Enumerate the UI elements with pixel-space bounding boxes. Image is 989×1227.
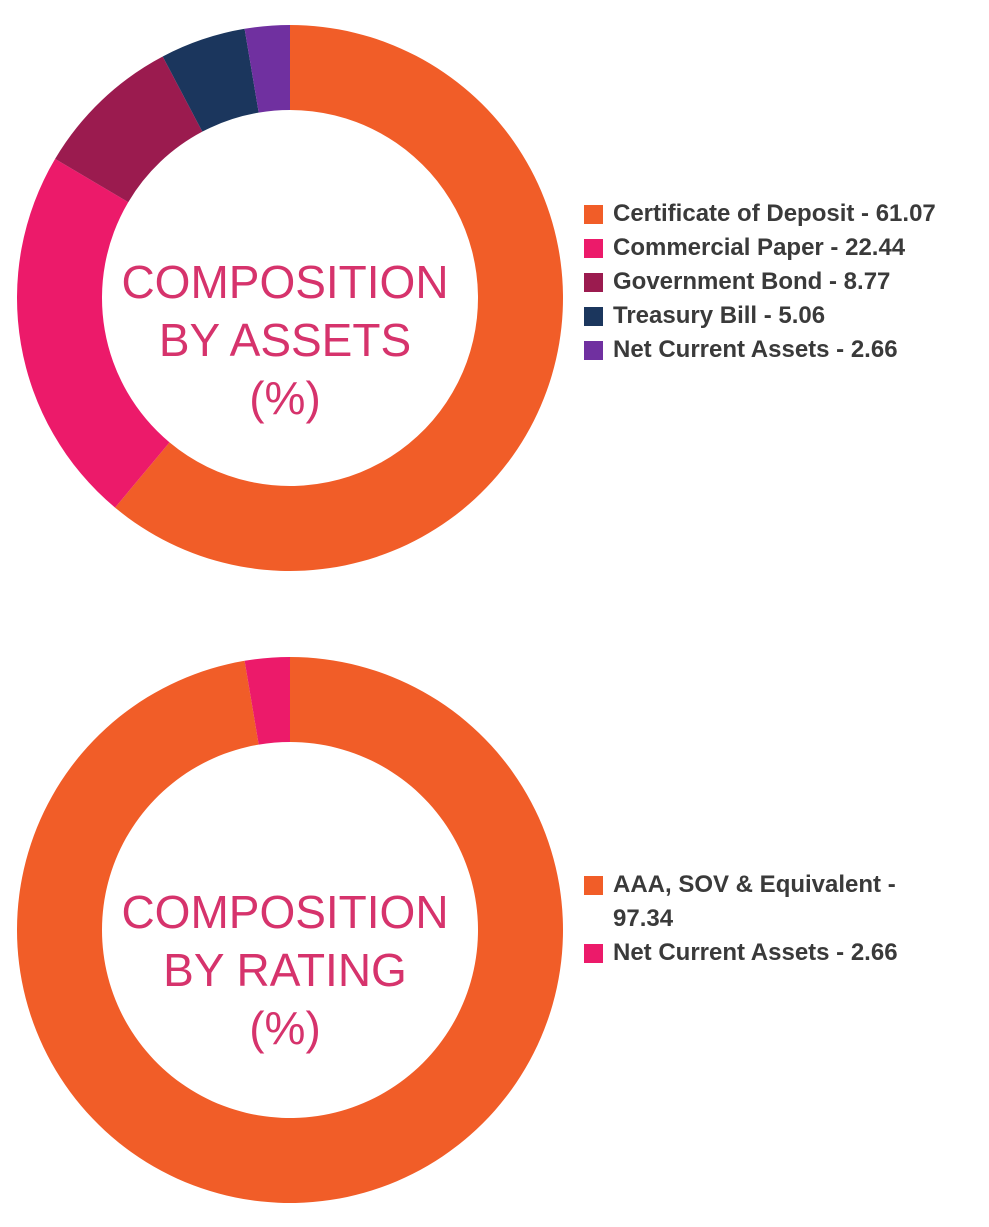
legend-label-government-bond: Government Bond - 8.77: [613, 268, 891, 295]
donut-slice-net-current-assets: [244, 25, 290, 113]
legend-item-net-current-assets-rating: Net Current Assets - 2.66: [584, 936, 983, 970]
legend-item-government-bond: Government Bond - 8.77: [584, 265, 983, 299]
legend-label-net-current-assets-rating: Net Current Assets - 2.66: [613, 939, 898, 966]
legend-item-aaa-sov-equivalent: AAA, SOV & Equivalent - 97.34: [584, 868, 953, 936]
rating-center-label: COMPOSITION BY RATING (%): [85, 883, 485, 1057]
rating-center-label-line-1: COMPOSITION: [121, 886, 449, 938]
legend-item-certificate-of-deposit: Certificate of Deposit - 61.07: [584, 197, 983, 231]
legend-swatch-certificate-of-deposit: [584, 205, 603, 224]
composition-by-assets-chart: COMPOSITION BY ASSETS (%) Certificate of…: [0, 0, 989, 590]
legend-item-commercial-paper: Commercial Paper - 22.44: [584, 231, 983, 265]
rating-legend: AAA, SOV & Equivalent - 97.34 Net Curren…: [584, 868, 983, 970]
assets-center-label: COMPOSITION BY ASSETS (%): [85, 253, 485, 427]
donut-slice-net-current-assets: [244, 657, 290, 745]
legend-swatch-aaa-sov-equivalent: [584, 876, 603, 895]
legend-label-treasury-bill: Treasury Bill - 5.06: [613, 302, 826, 329]
rating-center-label-line-2: BY RATING: [163, 944, 407, 996]
legend-label-certificate-of-deposit: Certificate of Deposit - 61.07: [613, 200, 936, 227]
legend-swatch-net-current-assets: [584, 341, 603, 360]
legend-label-aaa-sov-equivalent: AAA, SOV & Equivalent - 97.34: [613, 871, 896, 932]
legend-swatch-commercial-paper: [584, 239, 603, 258]
legend-swatch-treasury-bill: [584, 307, 603, 326]
assets-donut: [17, 25, 564, 571]
composition-by-rating-chart: COMPOSITION BY RATING (%) AAA, SOV & Equ…: [0, 640, 989, 1227]
assets-center-label-line-2: BY ASSETS: [158, 314, 412, 366]
donut-slice-commercial-paper: [17, 158, 170, 508]
donut-slice-certificate-of-deposit: [115, 25, 564, 571]
donut-slice-aaa-sov-equivalent: [17, 657, 564, 1203]
assets-legend: Certificate of Deposit - 61.07 Commercia…: [584, 197, 983, 367]
assets-center-label-line-3: (%): [249, 372, 321, 424]
legend-label-net-current-assets: Net Current Assets - 2.66: [613, 336, 898, 363]
legend-item-treasury-bill: Treasury Bill - 5.06: [584, 299, 983, 333]
legend-swatch-net-current-assets-rating: [584, 944, 603, 963]
rating-donut: [17, 657, 564, 1203]
donut-slice-treasury-bill: [162, 28, 259, 132]
donut-slice-government-bond: [55, 56, 203, 203]
legend-label-commercial-paper: Commercial Paper - 22.44: [613, 234, 906, 261]
rating-center-label-line-3: (%): [249, 1002, 321, 1054]
assets-center-label-line-1: COMPOSITION: [121, 256, 449, 308]
legend-swatch-government-bond: [584, 273, 603, 292]
legend-item-net-current-assets: Net Current Assets - 2.66: [584, 333, 983, 367]
